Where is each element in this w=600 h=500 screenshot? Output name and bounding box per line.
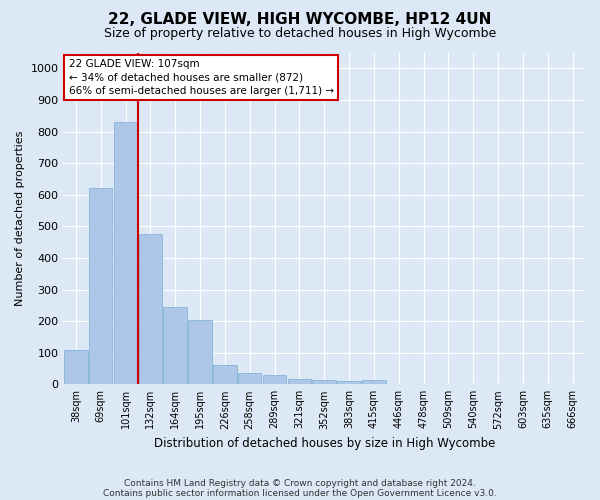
Text: Contains HM Land Registry data © Crown copyright and database right 2024.: Contains HM Land Registry data © Crown c…: [124, 478, 476, 488]
Text: Size of property relative to detached houses in High Wycombe: Size of property relative to detached ho…: [104, 28, 496, 40]
Bar: [263, 376, 286, 384]
Bar: [213, 366, 236, 384]
Y-axis label: Number of detached properties: Number of detached properties: [15, 130, 25, 306]
Bar: [163, 307, 187, 384]
Text: 22 GLADE VIEW: 107sqm
← 34% of detached houses are smaller (872)
66% of semi-det: 22 GLADE VIEW: 107sqm ← 34% of detached …: [68, 59, 334, 96]
Bar: [337, 381, 361, 384]
Text: 22, GLADE VIEW, HIGH WYCOMBE, HP12 4UN: 22, GLADE VIEW, HIGH WYCOMBE, HP12 4UN: [109, 12, 491, 28]
Bar: [313, 380, 336, 384]
Bar: [89, 188, 112, 384]
Bar: [362, 380, 386, 384]
Bar: [114, 122, 137, 384]
Bar: [188, 320, 212, 384]
Text: Contains public sector information licensed under the Open Government Licence v3: Contains public sector information licen…: [103, 488, 497, 498]
X-axis label: Distribution of detached houses by size in High Wycombe: Distribution of detached houses by size …: [154, 437, 495, 450]
Bar: [287, 378, 311, 384]
Bar: [139, 234, 162, 384]
Bar: [64, 350, 88, 384]
Bar: [238, 373, 262, 384]
